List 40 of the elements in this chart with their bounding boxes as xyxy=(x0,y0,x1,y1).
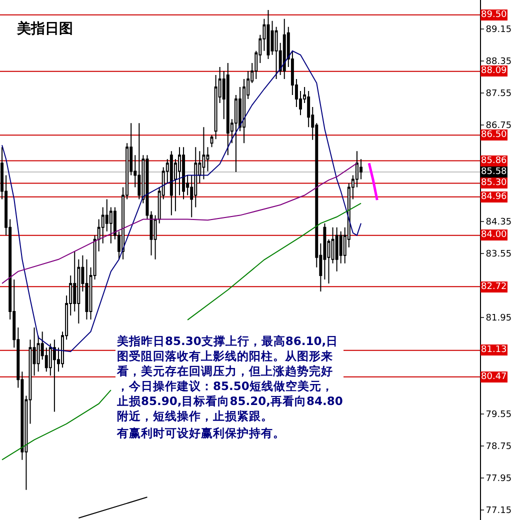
candlestick xyxy=(202,126,206,180)
ref-line-label: 85.30 xyxy=(481,178,508,188)
ref-line-label: 84.96 xyxy=(481,192,508,202)
candlestick xyxy=(282,18,286,80)
ref-line-label: 86.50 xyxy=(481,130,508,140)
text: 美指日图 xyxy=(16,20,73,37)
candlestick xyxy=(52,339,56,412)
y-tick-label: 84.35 xyxy=(486,217,512,228)
ref-line-label: 80.47 xyxy=(481,372,507,382)
ref-line-label: 89.50 xyxy=(481,10,508,20)
y-tick-label: 86.75 xyxy=(486,121,512,132)
y-tick-label: 77.95 xyxy=(486,474,512,484)
y-tick-label: 83.55 xyxy=(486,250,512,260)
annotation: 有赢利时可设好赢利保护持有。 xyxy=(116,426,285,440)
candlestick xyxy=(210,134,214,148)
line-series xyxy=(187,202,362,320)
y-tick-label: 77.15 xyxy=(486,506,512,516)
candlestick xyxy=(154,214,157,260)
candlestick xyxy=(226,62,230,156)
ref-line-label: 84.00 xyxy=(481,230,508,240)
y-tick-label: 81.95 xyxy=(486,314,512,324)
ref-line-label: 82.72 xyxy=(481,282,507,292)
candlestick xyxy=(182,146,186,200)
candlestick xyxy=(170,150,173,216)
line-series xyxy=(2,162,358,284)
candlestick xyxy=(85,258,88,320)
ref-line-label: 88.09 xyxy=(481,66,508,76)
candlestick xyxy=(138,122,141,200)
ref-line-label: 85.86 xyxy=(481,156,508,166)
y-tick-label: 78.75 xyxy=(486,442,512,452)
y-tick-label: 89.15 xyxy=(486,25,512,36)
y-tick-label: 88.35 xyxy=(486,57,512,68)
candlestick xyxy=(266,10,270,60)
y-tick-label: 79.55 xyxy=(486,410,512,420)
ref-line-label: 81.13 xyxy=(481,345,507,355)
line-series xyxy=(2,390,112,460)
y-tick-label: 87.55 xyxy=(486,89,512,100)
ref-line-label: 85.58 xyxy=(481,167,508,177)
annotation: 美指昨日85.30支撑上行，最高86.10,日图受阻回落收有上影线的阳柱。从图形来看，美元存在回调压力，但上涨趋势完好，今日操作建议：85.50短线做空美元，止损85.90,目标看向85.20,再看向84.80附近，短线操作，止损紧跟。 xyxy=(116,334,343,423)
candlestick xyxy=(335,226,338,272)
